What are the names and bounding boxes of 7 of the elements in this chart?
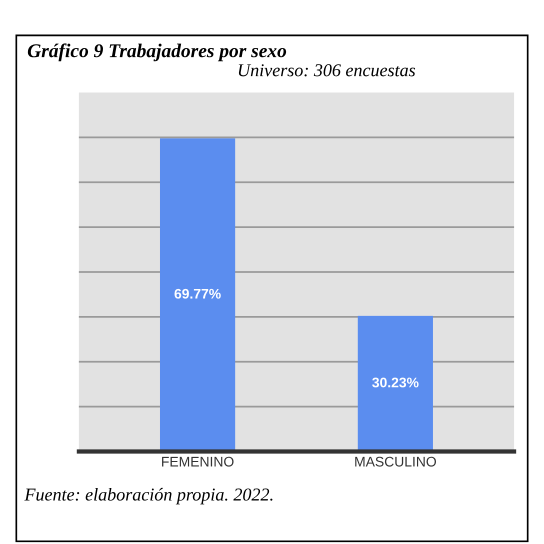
data-label: 30.23% (372, 378, 419, 388)
x-tick-label: FEMENINO (162, 456, 234, 467)
x-tick-label: MASCULINO (355, 456, 436, 467)
chart-subtitle: Universo: 306 encuestas (238, 64, 416, 76)
chart-title: Gráfico 9 Trabajadores por sexo (28, 43, 286, 62)
data-label: 69.77% (174, 288, 221, 299)
source-note: Fuente: elaboración propia. 2022. (24, 488, 272, 504)
